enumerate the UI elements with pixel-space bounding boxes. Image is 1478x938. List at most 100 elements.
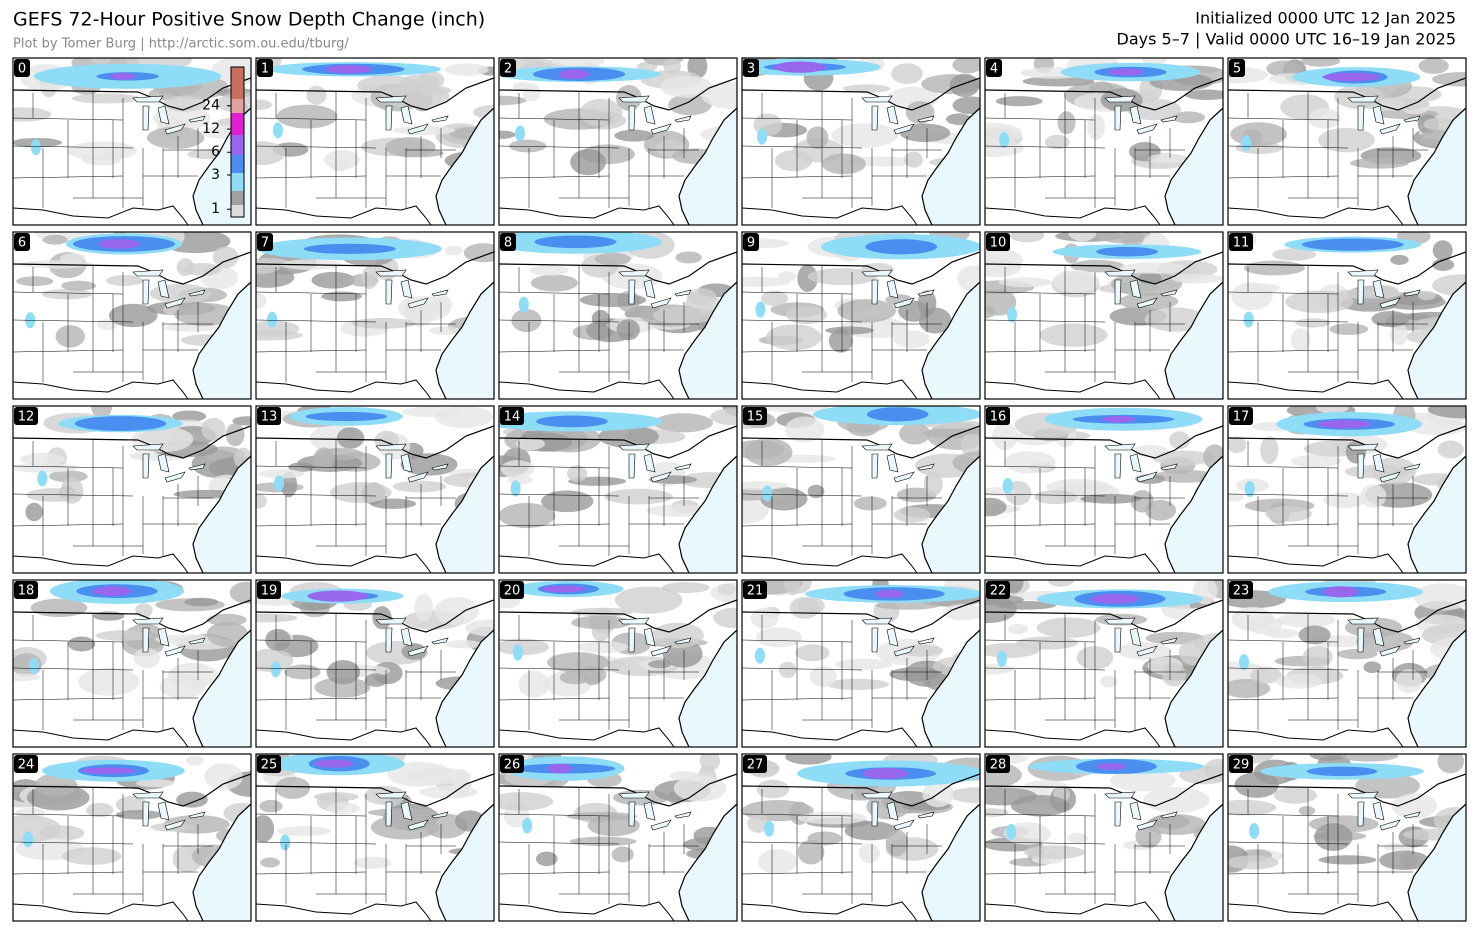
snow-area	[1265, 505, 1312, 522]
panel-label: 11	[1233, 236, 1250, 251]
snow-area	[306, 85, 327, 105]
snow-area	[463, 243, 494, 263]
snow-area	[1260, 436, 1279, 465]
snow-area	[499, 130, 516, 139]
snow-area	[1004, 451, 1056, 474]
snow-area	[1052, 269, 1100, 293]
map-content	[256, 406, 494, 573]
snow-heavy	[314, 759, 355, 768]
snow-area	[1034, 490, 1078, 505]
snow-area	[256, 292, 267, 309]
panel-label: 27	[747, 758, 764, 773]
snow-area	[899, 422, 931, 445]
snow-heavy	[999, 131, 1010, 148]
snow-area	[1228, 799, 1277, 816]
panel-frame	[1227, 231, 1467, 400]
snow-heavy	[325, 65, 372, 74]
panel-label: 18	[18, 584, 35, 599]
snow-area	[256, 99, 273, 111]
snow-area	[500, 460, 535, 478]
panel-label: 28	[990, 758, 1007, 773]
snow-area	[551, 58, 605, 68]
map-panel: 13	[255, 405, 495, 574]
snow-area	[1147, 153, 1189, 164]
snow-heavy	[541, 585, 586, 593]
snow-area	[1228, 855, 1279, 870]
snow-area	[499, 503, 556, 529]
snow-area	[1371, 311, 1410, 328]
snow-heavy	[874, 589, 904, 598]
panel-frame	[498, 231, 738, 400]
snow-area	[499, 792, 554, 811]
map-content	[13, 406, 251, 573]
snow-heavy	[109, 72, 136, 80]
snow-heavy	[37, 470, 48, 487]
snow-area	[765, 324, 822, 351]
snow-area	[515, 437, 545, 451]
map-content	[985, 754, 1223, 921]
panel-label: 4	[990, 62, 998, 77]
snow-area	[81, 153, 122, 166]
snow-area	[1272, 248, 1317, 261]
label-box	[257, 233, 273, 251]
map-panel: 28	[984, 753, 1224, 922]
snow-heavy	[996, 650, 1007, 667]
label-box	[14, 755, 38, 773]
panel-frame	[1227, 579, 1467, 748]
cbar-seg	[231, 99, 244, 113]
snow-area	[1423, 117, 1455, 131]
snow-heavy	[80, 767, 137, 775]
snow-area	[370, 815, 440, 840]
snow-area	[547, 652, 609, 673]
snow-area	[445, 640, 482, 649]
map-panel: 21	[741, 579, 981, 748]
snow-area	[13, 463, 78, 473]
snow-area	[1379, 850, 1430, 871]
map-panel: 4	[984, 57, 1224, 226]
snow-area	[59, 253, 86, 265]
snow-area	[256, 330, 304, 341]
label-box	[1229, 233, 1253, 251]
map-panel: 26	[498, 753, 738, 922]
panel-label: 2	[504, 62, 512, 77]
cbar-seg	[231, 67, 244, 99]
map-panel: 7	[255, 231, 495, 400]
snow-area	[713, 607, 737, 629]
snow-area	[1152, 450, 1215, 466]
panel-label: 6	[18, 236, 26, 251]
snow-area	[594, 252, 631, 266]
snow-area	[1360, 484, 1387, 508]
map-content	[1228, 58, 1466, 225]
snow-area	[206, 613, 247, 626]
snow-area	[444, 245, 463, 256]
cbar-seg	[231, 205, 244, 217]
snow-area	[1015, 636, 1079, 650]
snow-area	[570, 148, 607, 176]
snow-area	[747, 813, 769, 833]
snow-heavy	[762, 485, 773, 502]
panel-label: 20	[504, 584, 521, 599]
snow-area	[1143, 787, 1210, 814]
snow-area	[821, 153, 866, 175]
snow-heavy	[23, 831, 34, 848]
snow-area	[336, 427, 365, 449]
snow-area	[16, 276, 54, 287]
snow-area	[783, 580, 802, 596]
snow-heavy	[522, 817, 533, 834]
snow-area	[1171, 111, 1206, 124]
panel-label: 1	[261, 62, 269, 77]
snow-area	[949, 787, 980, 803]
snow-area	[985, 497, 1007, 517]
panel-frame	[12, 405, 252, 574]
snow-heavy	[866, 407, 929, 422]
label-box	[986, 755, 1010, 773]
label-box	[14, 59, 30, 77]
cbar-seg	[231, 135, 244, 155]
snow-area	[858, 843, 880, 864]
snow-area	[1231, 606, 1274, 632]
snow-area	[1390, 254, 1409, 265]
snow-area	[1184, 89, 1223, 100]
snow-area	[1243, 260, 1305, 276]
